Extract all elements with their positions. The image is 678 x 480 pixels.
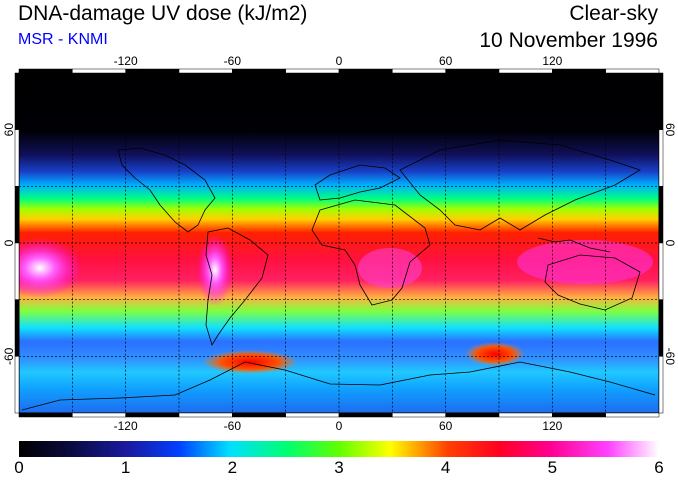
colorbar-tick-label: 3 — [334, 458, 344, 477]
frame-bar-segment — [14, 129, 20, 187]
tick-label: 120 — [542, 419, 562, 433]
data-source-label: MSR - KNMI — [18, 31, 108, 48]
frame-bar-segment — [392, 68, 446, 74]
map-title: DNA-damage UV dose (kJ/m2) — [18, 2, 308, 25]
frame-bar-segment — [285, 68, 340, 74]
colorbar-tick-label: 4 — [440, 458, 451, 477]
frame-bar-segment — [605, 68, 660, 74]
frame-bar-segment — [605, 412, 660, 418]
frame-bar-segment — [178, 68, 233, 74]
tick-label: 60 — [439, 419, 453, 433]
africa-hotspot — [358, 248, 422, 288]
australia-hotspot — [517, 240, 653, 284]
frame-bar-segment — [14, 242, 20, 300]
andes-hotspot — [197, 234, 233, 306]
tick-label: -60 — [663, 348, 677, 366]
map-plot-area — [19, 73, 659, 413]
frame-bar-segment — [498, 412, 553, 418]
frame-bar-segment — [658, 129, 664, 187]
tick-label: -60 — [2, 347, 16, 365]
frame-bar-segment — [72, 68, 126, 74]
frame-bar-segment — [178, 412, 233, 418]
frame-bar-segment — [658, 299, 664, 357]
frame-bar-segment — [552, 412, 606, 418]
tick-label: 60 — [2, 123, 16, 137]
tick-label: -60 — [224, 54, 242, 68]
frame-bar-segment — [14, 186, 20, 244]
frame-bar-segment — [14, 356, 20, 414]
frame-bar-segment — [18, 68, 73, 74]
frame-bar-segment — [125, 68, 180, 74]
sky-condition-label: Clear-sky — [569, 2, 658, 25]
colorbar-tick-label: 1 — [120, 458, 131, 477]
colorbar — [19, 441, 659, 457]
tick-label: 60 — [663, 123, 677, 137]
tick-label: -120 — [114, 419, 138, 433]
frame-bar-segment — [658, 242, 664, 300]
frame-bar-segment — [338, 412, 393, 418]
frame-bar-segment — [445, 68, 500, 74]
frame-bar-segment — [14, 72, 20, 130]
tick-label: 0 — [336, 419, 343, 433]
tick-label: 0 — [336, 54, 343, 68]
tick-label: -120 — [114, 54, 138, 68]
frame-bar-segment — [125, 412, 180, 418]
frame-bar-segment — [658, 186, 664, 244]
frame-bar-segment — [285, 412, 340, 418]
frame-bar-segment — [338, 68, 393, 74]
tick-label: -60 — [224, 419, 242, 433]
tick-label: 0 — [663, 240, 677, 247]
tick-label: 60 — [439, 54, 453, 68]
graticule — [19, 129, 659, 413]
colorbar-tick-label: 6 — [654, 458, 664, 477]
pacific-hotspot — [19, 238, 82, 298]
tick-label: 120 — [542, 54, 562, 68]
frame-bar-segment — [445, 412, 500, 418]
antarctic-east-hotspot — [465, 342, 525, 366]
axis-tick-labels: -120 -120 -60 -60 0 0 60 60 120 120 60 60 0 0 -60 -60 — [2, 54, 677, 433]
antarctic-peninsula-hotspot — [202, 350, 298, 374]
tick-label: 0 — [2, 239, 16, 246]
frame-bar-segment — [18, 412, 73, 418]
colorbar-tick-label: 2 — [227, 458, 238, 477]
frame-bar-segment — [72, 412, 126, 418]
frame-bar-segment — [552, 68, 606, 74]
coastlines — [21, 139, 656, 411]
colorbar-tick-label: 5 — [547, 458, 558, 477]
map-frame-bars — [14, 68, 664, 418]
frame-bar-segment — [658, 72, 664, 130]
frame-bar-segment — [498, 68, 553, 74]
date-label: 10 November 1996 — [479, 29, 658, 52]
frame-bar-segment — [658, 356, 664, 414]
frame-bar-segment — [232, 68, 286, 74]
frame-bar-segment — [392, 412, 446, 418]
frame-bar-segment — [232, 412, 286, 418]
colorbar-tick-label: 0 — [14, 458, 24, 477]
